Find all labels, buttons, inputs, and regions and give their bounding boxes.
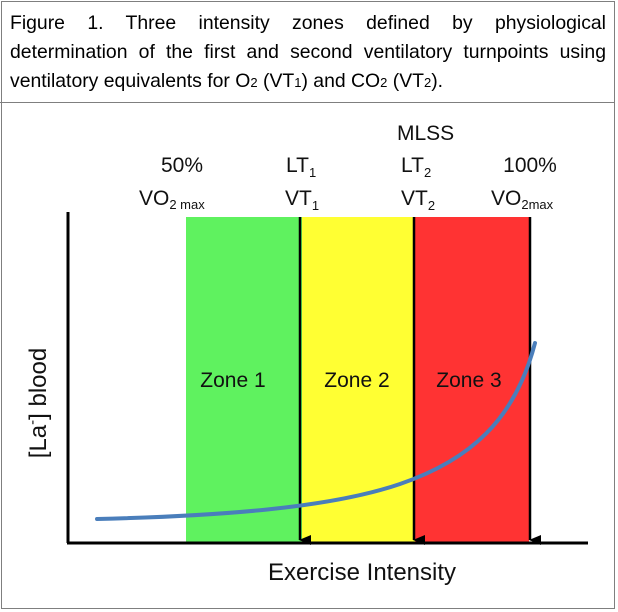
y-axis-label: [La-] blood [24,348,52,458]
zone-1-label: Zone 1 [200,369,265,392]
marker-vt1: VT1 [285,187,319,213]
marker-vt2: VT2 [401,187,435,213]
marker-lt1: LT1 [286,154,316,180]
lactate-curve [95,341,537,521]
marker-50-vo2max: VO2 max [139,187,205,212]
zone-2-label: Zone 2 [324,369,389,392]
x-axis-label: Exercise Intensity [268,559,456,586]
marker-50-pct: 50% [161,154,203,177]
zone-1-band [186,217,302,543]
marker-mlss: MLSS [397,122,454,145]
marker-lt2: LT2 [401,154,431,180]
marker-100-pct: 100% [503,154,557,177]
marker-100-vo2max: VO2max [491,187,554,212]
zone-3-label: Zone 3 [436,369,501,392]
figure-caption: Figure 1. Three intensity zones defined … [0,0,614,103]
zone-3-band [415,217,529,543]
zone-2-band [302,217,415,543]
